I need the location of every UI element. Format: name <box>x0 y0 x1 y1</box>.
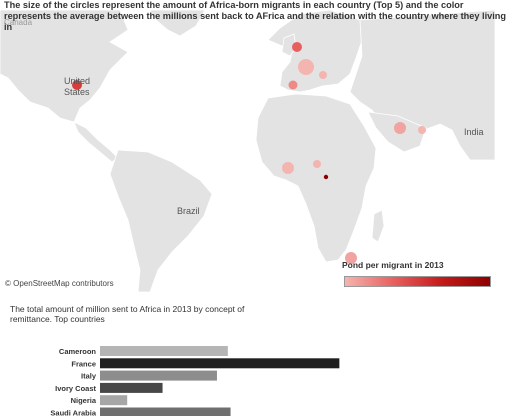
bar-france[interactable] <box>100 358 340 369</box>
south-america-land <box>109 149 213 292</box>
bar-nigeria[interactable] <box>100 395 128 406</box>
migrant-circle-italy <box>319 71 327 79</box>
bar-category-label: Ivory Coast <box>55 384 96 393</box>
bar-category-label: Saudi Arabia <box>50 409 96 416</box>
map-label-brazil: Brazil <box>177 206 200 216</box>
migrant-circle-cameroon <box>323 174 329 180</box>
migrant-circle-uk <box>292 42 302 52</box>
bar-category-label: Italy <box>81 372 97 381</box>
osm-attribution[interactable]: © OpenStreetMap contributors <box>5 279 114 288</box>
remittance-bar-chart: Cameroon France Italy Ivory Coast Nigeria Sau… <box>50 346 340 416</box>
migrant-circle-us <box>72 80 82 90</box>
legend-title: Pond per migrant in 2013 <box>342 260 444 270</box>
map-headline: The size of the circles represent the am… <box>4 0 507 32</box>
bar-category-label: Nigeria <box>71 396 97 405</box>
north-america-land <box>0 9 129 123</box>
uk-land <box>281 33 297 57</box>
migrant-circle-ivory-coast <box>282 162 294 174</box>
map-view[interactable]: The size of the circles represent the am… <box>0 0 515 292</box>
europe-land <box>267 9 363 93</box>
bar-cameroon[interactable] <box>100 346 228 356</box>
africa-land <box>255 93 377 263</box>
bar-chart-title: The total amount of million sent to Afri… <box>10 304 245 324</box>
migrant-circle-saudi-arabia <box>394 122 406 134</box>
color-legend-bar <box>344 276 491 287</box>
greenland-land <box>149 9 206 37</box>
bar-ivory-coast[interactable] <box>100 382 163 393</box>
map-label-canada: Canada <box>4 18 33 27</box>
madagascar-land <box>371 209 385 243</box>
migrant-circle-south-africa <box>345 252 357 264</box>
migrant-circle-nigeria <box>313 160 321 168</box>
migrant-circle-france <box>298 59 314 75</box>
bar-category-label: Cameroon <box>59 347 97 356</box>
world-map[interactable] <box>0 0 495 292</box>
bar-italy[interactable] <box>100 370 217 381</box>
map-label-india: India <box>464 127 484 137</box>
migrant-circle-spain <box>288 80 298 90</box>
migrant-circle-uae <box>418 126 426 134</box>
bar-category-label: France <box>71 359 96 368</box>
bar-saudi-arabia[interactable] <box>100 407 231 416</box>
map-label-us: United States <box>64 76 91 97</box>
